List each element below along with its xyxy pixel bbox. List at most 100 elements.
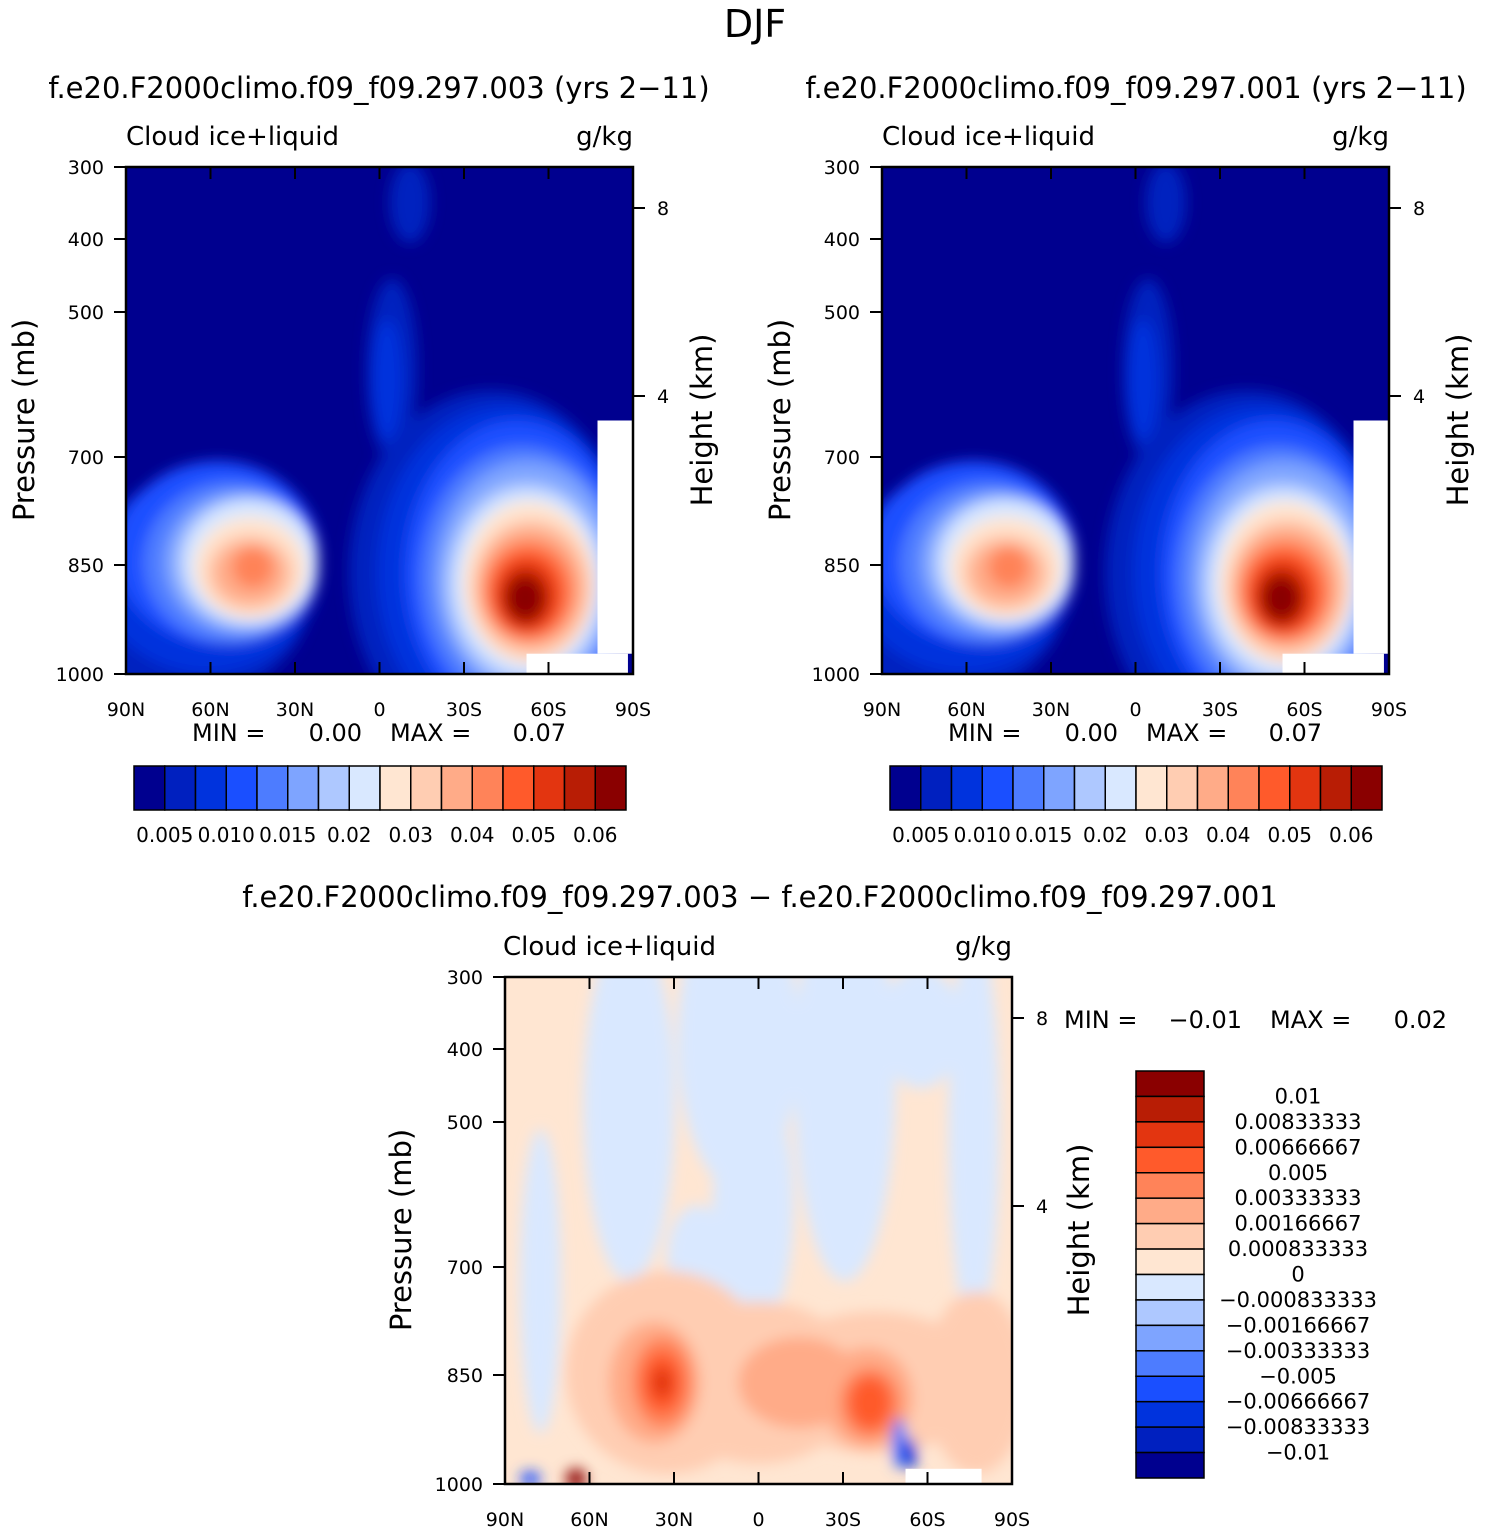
- colorbar-box: [533, 765, 566, 811]
- colorbar-label: 0.015: [1015, 823, 1072, 847]
- colorbar-box: [1135, 1146, 1205, 1174]
- colorbar-label: 0.00833333: [1235, 1110, 1362, 1134]
- colorbar-box: [379, 765, 412, 811]
- panel-left-axes: 90N 60N 30N 0 30S 60S 90S 300 400 500 700 850 1000 8 4: [56, 157, 669, 721]
- panel-diff-max-label: MAX =: [1270, 1006, 1351, 1034]
- colorbar-label: 0.03: [1144, 823, 1189, 847]
- panel-right-variable: Cloud ice+liquid: [882, 122, 1095, 152]
- x-tick-label: 30S: [825, 1509, 861, 1531]
- x-tick-label: 90S: [615, 699, 651, 721]
- colorbar-label: 0.000833333: [1228, 1237, 1368, 1261]
- colorbar-box: [1196, 765, 1229, 811]
- panel-diff-min-value: −0.01: [1168, 1006, 1242, 1034]
- panel-left-ylabel: Pressure (mb): [7, 319, 41, 521]
- contour-band: [901, 1438, 917, 1469]
- colorbar-box: [1135, 1273, 1205, 1301]
- colorbar-box: [1135, 1350, 1205, 1377]
- panel-left-min-label: MIN =: [192, 719, 265, 747]
- colorbar-label: −0.00666667: [1226, 1390, 1371, 1414]
- colorbar-label: 0.005: [1268, 1161, 1328, 1185]
- panel-diff-variable: Cloud ice+liquid: [503, 932, 716, 962]
- x-tick-label: 60N: [191, 699, 229, 721]
- colorbar-box: [133, 765, 166, 811]
- y2-tick-label: 8: [1413, 198, 1425, 220]
- contour-band: [880, 977, 962, 1089]
- colorbar-box: [440, 765, 473, 811]
- y-tick-label: 500: [68, 302, 104, 324]
- colorbar-label: 0: [1291, 1263, 1304, 1287]
- panel-left-max-label: MAX =: [390, 719, 471, 747]
- y-tick-label: 400: [68, 229, 104, 251]
- colorbar-box: [1135, 1172, 1205, 1199]
- colorbar-label: 0.02: [327, 823, 372, 847]
- x-tick-label: 30S: [446, 699, 482, 721]
- colorbar-box: [471, 765, 504, 811]
- y-tick-label: 300: [824, 157, 860, 179]
- y2-tick-label: 4: [1413, 386, 1425, 408]
- colorbar-label: −0.01: [1266, 1441, 1330, 1465]
- y-tick-label: 300: [68, 157, 104, 179]
- x-tick-label: 60N: [947, 699, 985, 721]
- colorbar-label: 0.04: [1206, 823, 1251, 847]
- y2-tick-label: 8: [1036, 1008, 1048, 1030]
- panel-diff-units: g/kg: [955, 932, 1012, 962]
- colorbar-box: [1135, 1121, 1205, 1149]
- contour-band: [794, 977, 896, 1282]
- colorbar-box: [287, 765, 320, 811]
- x-tick-label: 0: [1129, 699, 1141, 721]
- colorbar-box: [563, 765, 596, 811]
- colorbar-label: 0.05: [1267, 823, 1312, 847]
- panel-right-field: [882, 167, 1389, 674]
- figure-title: DJF: [724, 2, 786, 46]
- missing-data: [1282, 653, 1384, 674]
- colorbar-label: −0.00833333: [1226, 1415, 1371, 1439]
- colorbar-label: 0.00166667: [1235, 1212, 1362, 1236]
- colorbar-label: 0.05: [511, 823, 556, 847]
- panel-left-title: f.e20.F2000climo.f09_f09.297.003 (yrs 2−…: [48, 71, 709, 105]
- panel-left-variable: Cloud ice+liquid: [126, 122, 339, 152]
- panel-right-max-label: MAX =: [1146, 719, 1227, 747]
- colorbar-box: [1227, 765, 1260, 811]
- colorbar-box: [1073, 765, 1106, 811]
- colorbar-box: [1258, 765, 1291, 811]
- missing-data: [597, 420, 633, 654]
- panel-right-min-value: 0.00: [1065, 719, 1118, 747]
- colorbar-box: [1135, 765, 1168, 811]
- y-tick-label: 400: [824, 229, 860, 251]
- contour-band: [712, 1078, 794, 1332]
- field-contours: [126, 167, 633, 674]
- colorbar-label: 0.01: [1275, 1084, 1322, 1108]
- contour-band: [1127, 319, 1159, 441]
- y-tick-label: 850: [447, 1365, 483, 1387]
- y2-tick-label: 8: [657, 198, 669, 220]
- colorbar-box: [1135, 1451, 1205, 1479]
- y-tick-label: 700: [68, 447, 104, 469]
- panel-diff-field: [505, 977, 1012, 1484]
- panel-right-colorbar: 0.005 0.010 0.015 0.02 0.03 0.04 0.05 0.06: [889, 765, 1383, 847]
- colorbar-label: 0.010: [954, 823, 1011, 847]
- contour-band: [371, 319, 403, 441]
- colorbar-box: [1135, 1070, 1205, 1098]
- x-tick-label: 0: [752, 1509, 764, 1531]
- x-tick-label: 0: [373, 699, 385, 721]
- colorbar-label: 0.00666667: [1235, 1135, 1362, 1159]
- colorbar-box: [1104, 765, 1137, 811]
- panel-left-y2label: Height (km): [685, 334, 719, 507]
- missing-data: [1353, 420, 1389, 654]
- contour-band: [507, 577, 544, 619]
- panel-right-units: g/kg: [1332, 122, 1389, 152]
- panel-right-y2label: Height (km): [1441, 334, 1475, 507]
- colorbar-label: 0.005: [136, 823, 193, 847]
- colorbar-box: [1135, 1197, 1205, 1225]
- contour-band: [565, 1468, 587, 1484]
- panel-right-min-label: MIN =: [948, 719, 1021, 747]
- colorbar-box: [1135, 1248, 1205, 1276]
- panel-left-min-value: 0.00: [309, 719, 362, 747]
- colorbar-box: [981, 765, 1014, 811]
- panel-diff-max-value: 0.02: [1394, 1006, 1447, 1034]
- missing-data: [526, 653, 628, 674]
- field-contours: [520, 977, 1012, 1484]
- y-tick-label: 300: [447, 967, 483, 989]
- x-tick-label: 60S: [530, 699, 566, 721]
